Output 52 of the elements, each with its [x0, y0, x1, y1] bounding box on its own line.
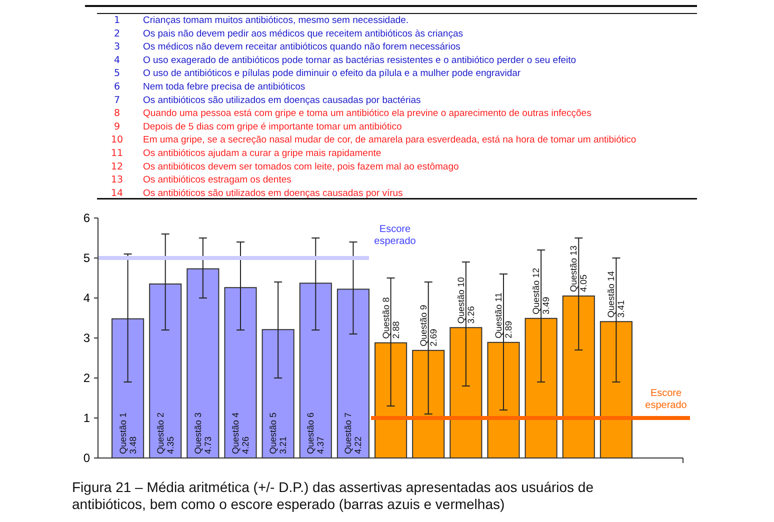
- ref-line-label: Escore esperado: [374, 224, 416, 247]
- data-label: 4.26: [240, 436, 251, 454]
- x-tick-label: Questão 4: [230, 412, 241, 454]
- x-tick-label: Questão 10: [456, 277, 466, 324]
- x-tick-label: Questão 7: [343, 412, 354, 454]
- text: 3 Os médicos não devem receitar antibióticos quando não forem necessários: [114, 42, 460, 53]
- y-tick-label: 1: [83, 411, 90, 425]
- x-tick-label: Questão 9: [418, 304, 428, 346]
- text: 8 Quando uma pessoa está com gripe e toma um antibiótico ela previne o aparecimento de outras infecções: [114, 108, 592, 120]
- text: 11 Os antibióticos ajudam a curar a gripe mais rapidamente: [110, 148, 382, 159]
- text: 2 Os pais não devem pedir aos médicos que receitem antibióticos às crianças: [114, 28, 463, 40]
- data-label: 4.73: [202, 436, 213, 454]
- text: 1 Crianças tomam muitos antibióticos, mesmo sem necessidade.: [114, 15, 409, 26]
- text: 7 Os antibióticos são utilizados em doenças causadas por bactérias: [114, 94, 421, 106]
- data-label: 4.35: [165, 436, 176, 454]
- data-label: 2.89: [503, 320, 514, 338]
- data-label: 3.26: [466, 306, 476, 324]
- x-tick-label: Questão 1: [118, 412, 128, 454]
- x-tick-label: Questão 5: [268, 412, 278, 454]
- x-tick-label: Questão 8: [380, 297, 391, 339]
- data-label: 4.37: [316, 436, 326, 454]
- y-tick-label: 0: [83, 451, 90, 465]
- ref-line-label: Escore esperado: [645, 388, 688, 411]
- data-label: 4.05: [578, 274, 589, 292]
- text: 12 Os antibióticos devem ser tomados com leite, pois fazem mal ao estômago: [110, 161, 459, 172]
- data-label: 2.88: [390, 321, 401, 339]
- data-label: 3.21: [278, 436, 288, 454]
- y-tick-label: 5: [83, 251, 90, 265]
- x-tick-label: Questão 3: [192, 412, 203, 454]
- x-tick-label: Questão 2: [155, 412, 166, 454]
- data-label: 3.49: [541, 296, 552, 314]
- data-label: 3.41: [616, 300, 626, 318]
- x-tick-label: Questão 14: [606, 271, 616, 318]
- x-tick-label: Questão 6: [306, 412, 316, 454]
- x-tick-label: Questão 13: [568, 245, 579, 292]
- text: 14 Os antibióticos são utilizados em doenças causadas por vírus: [110, 188, 403, 199]
- data-label: 3.48: [128, 436, 138, 454]
- y-tick-label: 6: [83, 211, 90, 225]
- y-tick-label: 2: [83, 371, 90, 385]
- data-label: 4.22: [353, 436, 364, 454]
- data-label: 2.69: [428, 328, 438, 346]
- x-tick-label: Questão 11: [493, 292, 504, 338]
- y-tick-label: 3: [83, 331, 90, 345]
- text: 5 O uso de antibióticos e pílulas pode diminuir o efeito da pílula e a mulher pode engravidar: [114, 68, 521, 80]
- text: 6 Nem toda febre precisa de antibióticos: [114, 82, 306, 92]
- text: Figura 21 – Média aritmética (+/- D.P.) das assertivas apresentadas aos usuários de antibióticos, bem como o escore esperado (barras azuis e vermelhas): [72, 479, 594, 512]
- text: 10 Em uma gripe, se a secreção nasal mudar de cor, de amarela para esverdeada, está na hora de tomar um antibiótico: [110, 134, 636, 146]
- text: 4 O uso exagerado de antibióticos pode tornar as bactérias resistentes e o antibiótico perder o seu efeito: [114, 54, 576, 66]
- text: 9 Depois de 5 dias com gripe é importante tomar um antibiótico: [114, 121, 402, 132]
- text: 13 Os antibióticos estragam os dentes: [110, 174, 292, 186]
- x-tick-label: Questão 12: [531, 268, 542, 314]
- y-tick-label: 4: [83, 291, 90, 305]
